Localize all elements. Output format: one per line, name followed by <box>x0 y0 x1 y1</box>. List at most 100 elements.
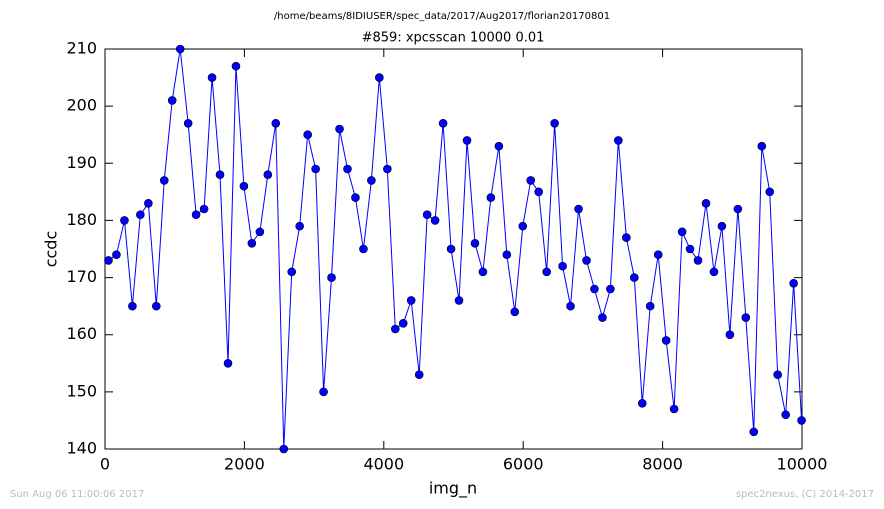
y-tick-label: 210 <box>66 39 97 58</box>
marker <box>669 404 679 414</box>
marker <box>263 170 273 180</box>
marker <box>789 278 798 288</box>
marker <box>128 301 137 311</box>
x-tick-label: 2000 <box>224 455 265 474</box>
marker <box>255 227 265 237</box>
marker <box>701 198 711 208</box>
marker <box>279 444 289 454</box>
marker <box>661 336 671 345</box>
y-tick-label: 150 <box>66 381 97 400</box>
marker <box>175 44 185 54</box>
line <box>108 48 803 450</box>
marker <box>438 118 448 128</box>
marker <box>566 301 575 311</box>
plot-frame <box>104 48 803 450</box>
marker <box>247 238 257 248</box>
marker <box>725 330 735 340</box>
marker <box>797 416 806 425</box>
credit: spec2nexus, (C) 2014-2017 <box>736 489 874 500</box>
marker <box>470 238 480 248</box>
x-tick-label: 6000 <box>503 455 544 474</box>
marker <box>653 250 663 260</box>
x-axis-label: img_n <box>429 479 477 499</box>
chart-title: #859: xpcsscan 10000 0.01 <box>362 31 545 46</box>
marker <box>446 244 456 254</box>
marker <box>215 170 225 180</box>
marker <box>406 296 416 305</box>
marker <box>359 244 368 254</box>
marker <box>542 267 551 277</box>
marker <box>183 118 193 128</box>
x-tick-label: 10000 <box>777 455 828 474</box>
marker <box>534 187 543 197</box>
marker <box>757 141 767 151</box>
marker <box>239 181 249 191</box>
marker <box>781 410 790 420</box>
marker <box>104 256 113 265</box>
marker <box>518 221 528 231</box>
marker <box>606 284 615 294</box>
y-tick-label: 160 <box>66 324 97 343</box>
x-tick-label: 4000 <box>363 455 404 474</box>
marker <box>351 193 360 202</box>
marker <box>231 61 241 71</box>
marker <box>614 136 623 145</box>
marker <box>343 164 352 174</box>
marker <box>749 427 759 437</box>
marker <box>383 164 392 174</box>
marker <box>199 204 209 214</box>
marker <box>335 124 344 134</box>
marker <box>637 398 647 408</box>
marker <box>327 273 336 282</box>
marker <box>733 204 743 214</box>
marker <box>375 73 384 82</box>
marker <box>462 136 472 145</box>
suptitle: /home/beams/8IDIUSER/spec_data/2017/Aug2… <box>274 11 610 22</box>
marker <box>159 176 169 185</box>
marker <box>422 210 432 220</box>
marker <box>454 296 464 305</box>
marker <box>112 250 121 260</box>
y-tick-label: 140 <box>66 439 97 458</box>
marker <box>709 267 719 277</box>
marker <box>622 233 631 242</box>
marker <box>295 221 304 231</box>
marker <box>478 267 488 277</box>
marker <box>773 370 782 380</box>
marker <box>167 96 177 105</box>
y-tick-label: 190 <box>66 153 97 172</box>
marker <box>677 227 687 237</box>
marker <box>151 301 161 311</box>
marker <box>502 250 512 260</box>
marker <box>510 307 520 317</box>
marker <box>693 256 703 265</box>
marker <box>741 313 751 322</box>
marker <box>144 198 153 208</box>
marker <box>319 387 328 397</box>
marker <box>303 130 312 140</box>
marker <box>430 216 440 225</box>
marker <box>685 244 695 254</box>
marker <box>207 73 217 82</box>
marker <box>271 118 281 128</box>
marker <box>630 273 639 282</box>
y-tick-label: 200 <box>66 96 97 115</box>
marker <box>391 324 400 334</box>
marker <box>550 118 559 128</box>
marker <box>398 318 408 328</box>
marker <box>558 261 567 271</box>
marker <box>136 210 145 220</box>
x-tick-label: 8000 <box>642 455 683 474</box>
marker <box>120 216 129 225</box>
marker <box>287 267 297 277</box>
marker <box>598 313 607 322</box>
marker <box>223 358 233 368</box>
x-tick-label: 0 <box>100 455 110 474</box>
marker <box>645 301 655 311</box>
marker <box>311 164 320 174</box>
marker <box>414 370 424 380</box>
marker <box>486 193 496 202</box>
y-axis-label: ccdc <box>42 231 61 268</box>
marker <box>367 176 376 185</box>
